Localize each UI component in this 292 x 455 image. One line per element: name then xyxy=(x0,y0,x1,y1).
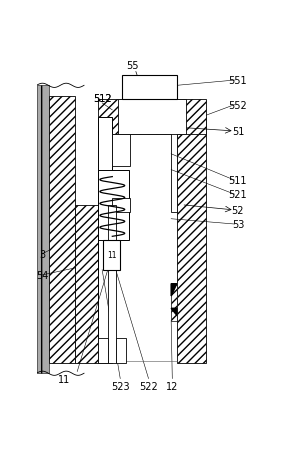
Bar xyxy=(98,100,206,135)
Text: 551: 551 xyxy=(229,76,247,86)
Text: 52: 52 xyxy=(232,206,244,216)
Bar xyxy=(103,240,120,270)
Text: 511: 511 xyxy=(229,176,247,186)
Bar xyxy=(116,339,126,363)
Bar xyxy=(112,135,131,167)
Bar xyxy=(75,205,98,363)
Text: 521: 521 xyxy=(229,190,247,200)
Bar xyxy=(171,118,177,212)
Text: 55: 55 xyxy=(126,61,139,71)
Bar xyxy=(108,205,116,240)
Text: 11: 11 xyxy=(58,374,70,384)
Bar xyxy=(112,198,131,212)
Bar xyxy=(108,270,116,363)
Text: 3: 3 xyxy=(39,249,45,259)
Text: 523: 523 xyxy=(111,381,130,391)
Bar xyxy=(98,118,112,363)
Bar xyxy=(177,118,206,363)
Text: 54: 54 xyxy=(36,270,48,280)
Bar xyxy=(118,100,186,135)
Text: 11: 11 xyxy=(107,251,117,260)
Text: 522: 522 xyxy=(139,381,158,391)
Polygon shape xyxy=(171,284,177,296)
Text: 53: 53 xyxy=(232,219,244,229)
Text: 512: 512 xyxy=(93,93,112,103)
Bar xyxy=(98,170,129,240)
Text: 552: 552 xyxy=(229,101,247,111)
Bar xyxy=(49,96,75,363)
Bar xyxy=(36,86,49,374)
Text: 512: 512 xyxy=(93,93,112,103)
Polygon shape xyxy=(171,308,177,316)
Text: 51: 51 xyxy=(232,126,244,136)
Bar xyxy=(98,339,108,363)
Bar xyxy=(171,286,177,321)
Bar xyxy=(123,76,177,100)
Text: 12: 12 xyxy=(166,381,178,391)
